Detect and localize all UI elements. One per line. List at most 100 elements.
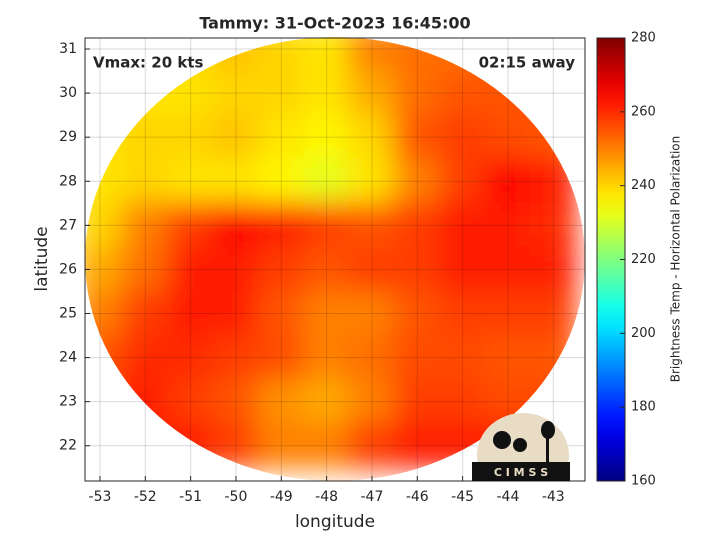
cell: [212, 202, 260, 249]
cell: [302, 378, 351, 425]
cell: [121, 290, 169, 337]
cell: [302, 37, 351, 73]
cell: [529, 202, 577, 249]
cell: [348, 246, 396, 293]
cell: [212, 70, 260, 117]
logo: C I M S S: [472, 413, 570, 481]
cell: [393, 334, 441, 381]
y-tick-label: 26: [59, 261, 77, 277]
cell: [212, 158, 260, 205]
cell: [438, 114, 487, 161]
cell: [166, 114, 215, 161]
cell: [257, 246, 305, 293]
cell: [348, 422, 396, 469]
cell: [393, 290, 441, 337]
x-tick-label: -53: [89, 489, 112, 505]
cell: [484, 334, 532, 381]
y-tick-label: 29: [59, 129, 77, 145]
cell: [438, 158, 487, 205]
cell: [438, 290, 487, 337]
cell: [438, 378, 487, 425]
cell: [166, 378, 215, 425]
x-tick-label: -52: [134, 489, 157, 505]
x-tick-label: -45: [451, 489, 474, 505]
cell: [257, 334, 305, 381]
grid: [85, 38, 585, 481]
cells: [85, 37, 577, 469]
y-tick-label: 31: [59, 41, 77, 57]
cell: [212, 378, 260, 425]
cell: [166, 202, 215, 249]
cell: [302, 422, 351, 469]
cell: [484, 246, 532, 293]
cell: [529, 290, 577, 337]
cell: [393, 378, 441, 425]
x-tick-label: -44: [496, 489, 519, 505]
cell: [302, 158, 351, 205]
y-tick-label: 27: [59, 217, 77, 233]
cell: [212, 114, 260, 161]
cell: [438, 202, 487, 249]
colorbar-tick-label: 220: [631, 252, 656, 267]
colorbar-tick-label: 180: [631, 400, 656, 415]
cell: [484, 290, 532, 337]
cell: [348, 290, 396, 337]
cell: [121, 246, 169, 293]
y-axis-label: latitude: [32, 226, 52, 291]
cell: [257, 422, 305, 469]
cell: [348, 114, 396, 161]
cell: [302, 114, 351, 161]
cell: [302, 334, 351, 381]
colorbar-label: Brightness Temp - Horizontal Polarizatio…: [669, 136, 683, 383]
plot-frame: [84, 37, 586, 482]
cell: [393, 70, 441, 117]
y-tick-label: 23: [59, 394, 77, 410]
cell: [348, 37, 396, 73]
cell: [393, 202, 441, 249]
cell: [302, 290, 351, 337]
cell: [302, 246, 351, 293]
colorbar-tick-label: 240: [631, 178, 656, 193]
cell: [529, 246, 577, 293]
cell: [348, 334, 396, 381]
cell: [121, 158, 169, 205]
x-axis-label: longitude: [295, 512, 375, 532]
cell: [484, 158, 532, 205]
y-tick-label: 24: [59, 350, 77, 366]
cell: [212, 334, 260, 381]
y-tick-label: 30: [59, 85, 77, 101]
annotation: 02:15 away: [479, 54, 576, 72]
logo-text: C I M S S: [494, 466, 548, 479]
colorbar-tick-label: 200: [631, 326, 656, 341]
x-tick-label: -49: [270, 489, 293, 505]
cell: [438, 334, 487, 381]
y-tick-label: 28: [59, 173, 77, 189]
cell: [121, 202, 169, 249]
cell: [438, 70, 487, 117]
cell: [166, 158, 215, 205]
x-tick-label: -46: [406, 489, 429, 505]
cell: [166, 246, 215, 293]
cell: [212, 290, 260, 337]
cell: [302, 202, 351, 249]
cell: [393, 422, 441, 469]
cell: [212, 246, 260, 293]
cell: [121, 334, 169, 381]
cell: [348, 378, 396, 425]
colorbar-tick-label: 260: [631, 104, 656, 119]
cell: [257, 158, 305, 205]
cell: [302, 70, 351, 117]
x-tick-label: -50: [225, 489, 248, 505]
y-tick-label: 22: [59, 438, 77, 454]
x-tick-label: -43: [542, 489, 565, 505]
chart-title: Tammy: 31-Oct-2023 16:45:00: [199, 14, 470, 33]
cell: [348, 158, 396, 205]
cell: [166, 290, 215, 337]
field: [85, 37, 577, 469]
cell: [257, 202, 305, 249]
cell: [484, 202, 532, 249]
colorbar-tick-label: 280: [631, 31, 656, 46]
cell: [348, 202, 396, 249]
cell: [85, 246, 124, 293]
